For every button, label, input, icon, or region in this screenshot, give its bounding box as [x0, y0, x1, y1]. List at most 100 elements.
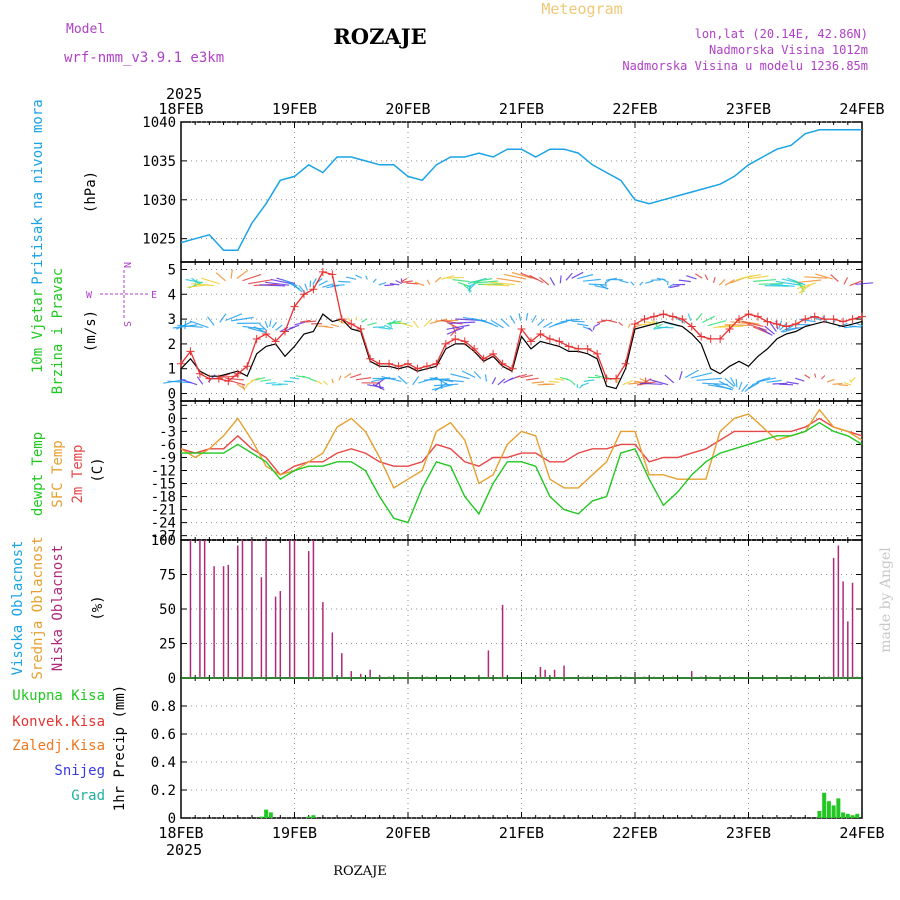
wind-speed-marker	[753, 312, 762, 321]
precip-bar	[850, 815, 855, 818]
wind-speed-marker	[725, 325, 734, 334]
wind-direction-arrow	[271, 321, 277, 329]
wind-speed-marker	[716, 334, 725, 343]
wind-direction-arrow	[467, 279, 482, 288]
wind-speed-marker	[564, 342, 573, 351]
y-tick-label: -6	[159, 437, 176, 453]
wind-direction-arrow	[599, 284, 609, 290]
wind-direction-arrow	[537, 318, 545, 326]
wind-direction-arrow	[323, 380, 329, 386]
wind-direction-arrow	[241, 384, 246, 391]
cloud-unit: (%)	[90, 595, 106, 620]
wind-direction-arrow	[309, 280, 312, 288]
wind-speed-marker	[839, 317, 848, 326]
wind-direction-arrow	[191, 283, 215, 287]
precip-legend-5: Grad	[71, 788, 105, 804]
wind-direction-arrow	[372, 383, 385, 391]
wind-speed-marker	[697, 332, 706, 341]
wind-direction-arrow	[687, 313, 692, 321]
precip-bar	[845, 813, 850, 818]
wind-direction-arrow	[426, 279, 431, 285]
wind-direction-arrow	[580, 382, 589, 387]
y-tick-label: 4	[168, 287, 176, 303]
wind-speed-marker	[460, 337, 469, 346]
wind-direction-arrow	[747, 275, 769, 280]
wind-direction-arrow	[435, 319, 459, 322]
wind-direction-arrow	[577, 273, 594, 280]
wind-direction-arrow	[849, 280, 864, 287]
wind-direction-arrow	[775, 280, 800, 286]
wind-speed-marker	[479, 354, 488, 363]
wind-direction-arrow	[496, 277, 521, 283]
y-tick-label: 0.4	[151, 755, 176, 771]
wind-speed-marker	[290, 302, 299, 311]
wind-direction-arrow	[838, 384, 849, 387]
precip-bar	[311, 815, 316, 818]
y-tick-label: 0.6	[151, 727, 176, 743]
wind-speed-marker	[649, 312, 658, 321]
wind-direction-arrow	[571, 381, 576, 386]
compass-west: W	[86, 290, 93, 301]
wind-direction-arrow	[386, 320, 402, 325]
wind-direction-arrow	[724, 324, 750, 326]
wind-speed-marker	[195, 369, 204, 378]
y-tick-label: 1025	[142, 232, 176, 248]
wind-direction-arrow	[275, 324, 283, 331]
wind-direction-arrow	[667, 281, 669, 285]
wind-speed-marker	[574, 344, 583, 353]
wind-speed-marker	[621, 359, 630, 368]
wind-direction-arrow	[431, 384, 453, 391]
wind-speed-marker	[309, 285, 318, 294]
wind-direction-arrow	[406, 282, 419, 285]
wind-direction-arrow	[253, 326, 267, 334]
wind-direction-arrow	[305, 320, 317, 323]
wind-direction-arrow	[381, 376, 402, 382]
wind-gust-line	[180, 313, 863, 390]
wind-direction-arrow	[318, 280, 328, 286]
wind-direction-arrow	[478, 283, 504, 286]
wind-direction-arrow	[248, 327, 266, 334]
wind-direction-arrow	[412, 375, 420, 386]
wind-direction-arrow	[795, 377, 805, 382]
wind-direction-arrow	[446, 276, 464, 279]
wind-speed-marker	[678, 315, 687, 324]
wind-direction-arrow	[669, 285, 680, 289]
page-title: ROZAJE	[333, 24, 426, 49]
precip-bar	[841, 812, 846, 818]
time-tick-label-bottom: 23FEB	[726, 824, 771, 842]
wind-direction-arrow	[481, 319, 499, 328]
wind-direction-arrow	[843, 277, 849, 285]
wind-speed-marker	[536, 329, 545, 338]
wind-speed-marker	[545, 334, 554, 343]
wind-direction-arrow	[756, 377, 771, 383]
wind-direction-arrow	[850, 377, 856, 382]
wind-speed-marker	[820, 315, 829, 324]
y-tick-label: 0.8	[151, 699, 176, 715]
wind-direction-arrow	[433, 383, 459, 387]
compass-south: S	[121, 321, 132, 327]
wind-speed-marker	[489, 349, 498, 358]
wind-direction-arrow	[248, 279, 272, 285]
wind-direction-arrow	[738, 381, 743, 391]
wind-direction-arrow	[656, 326, 674, 329]
wind-direction-arrow	[548, 380, 560, 383]
wind-direction-arrow	[830, 274, 839, 282]
wind-speed-marker	[299, 290, 308, 299]
wind-direction-arrow	[355, 377, 372, 381]
wind-direction-arrow	[491, 377, 497, 385]
wind-direction-arrow	[724, 377, 735, 387]
wind-direction-arrow	[315, 380, 323, 385]
wind-direction-arrow	[779, 383, 794, 386]
wind-direction-arrow	[701, 315, 716, 324]
wind-direction-arrow	[622, 380, 633, 386]
cloud-high-legend: Visoka Oblacnost	[10, 541, 26, 676]
wind-direction-arrow	[554, 378, 565, 381]
wind-direction-arrow	[741, 320, 764, 328]
wind-direction-arrow	[577, 323, 589, 327]
wind-direction-arrow	[389, 283, 400, 286]
wind-direction-arrow	[549, 277, 556, 286]
wind-direction-arrow	[259, 323, 268, 332]
wind-direction-arrow	[785, 326, 805, 331]
wind-direction-arrow	[295, 375, 306, 378]
wind-speed-marker	[224, 377, 233, 386]
